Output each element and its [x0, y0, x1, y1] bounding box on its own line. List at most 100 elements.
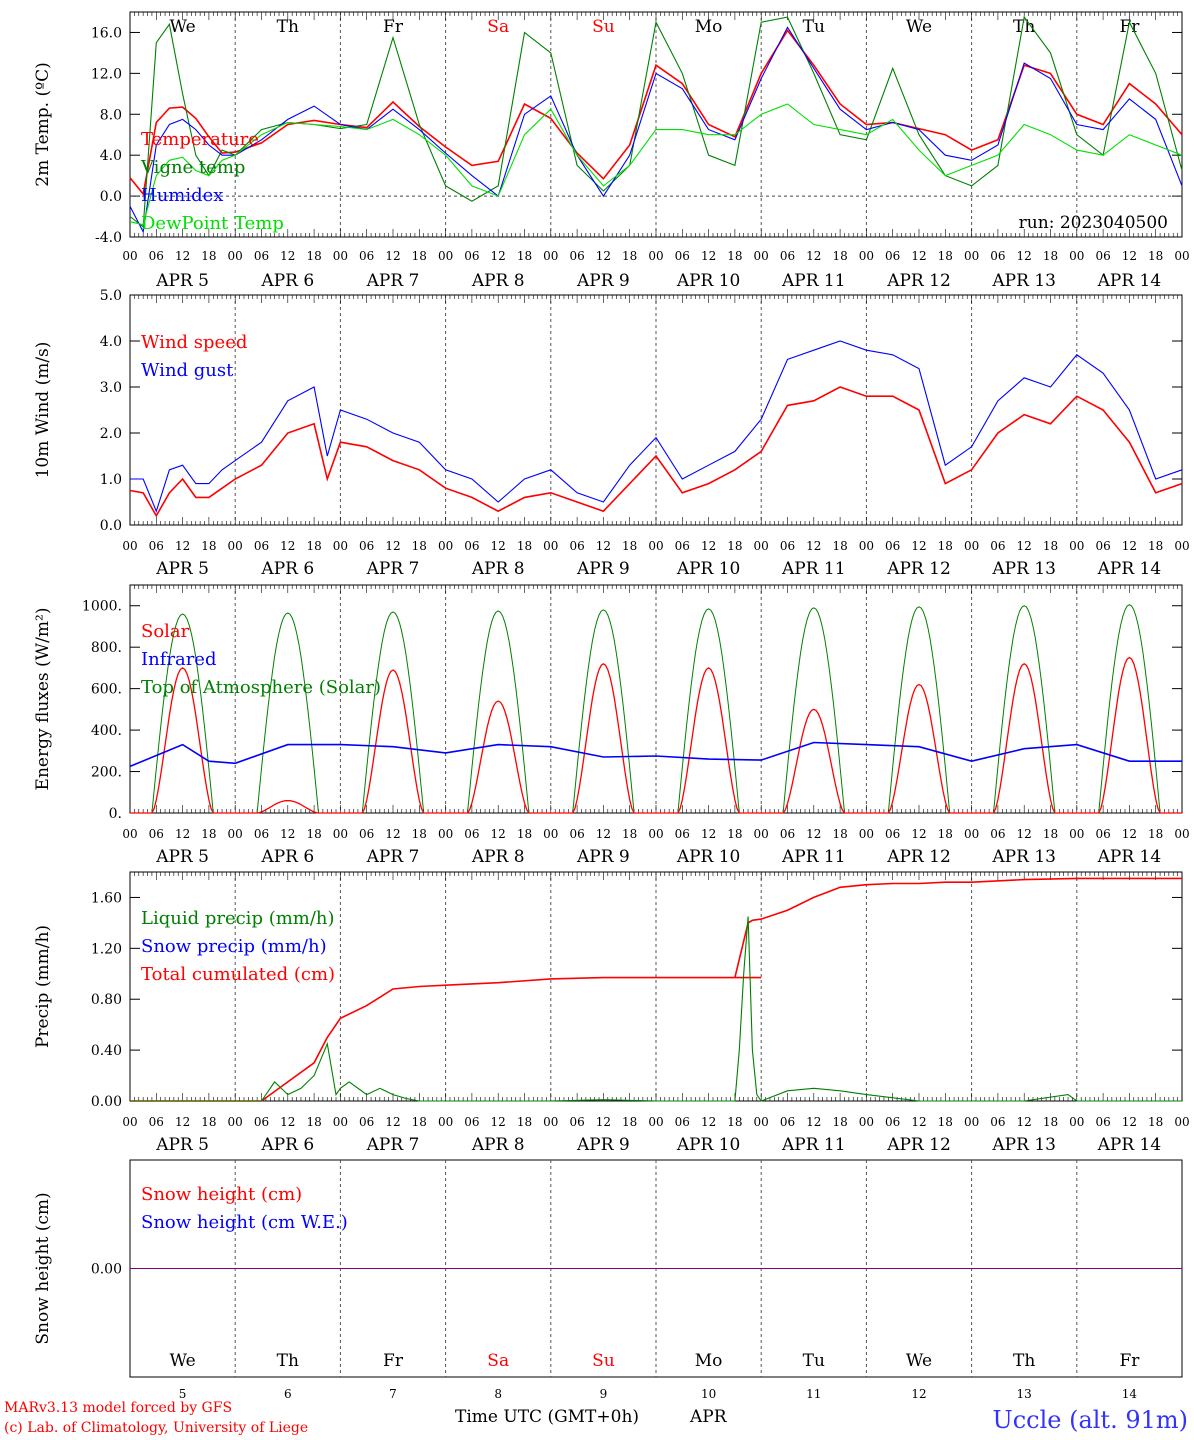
y-tick-label: 0.0	[100, 518, 122, 534]
hour-label: 00	[1174, 827, 1189, 841]
date-label: APR 6	[260, 1135, 314, 1155]
y-tick-label: 0.00	[91, 1262, 122, 1278]
hour-label: 06	[885, 539, 900, 553]
y-tick-label: 4.0	[100, 334, 122, 350]
date-label: APR 11	[781, 1135, 846, 1155]
hour-label: 06	[149, 1115, 164, 1129]
date-label: 9	[600, 1387, 608, 1401]
y-axis-title: Precip (mm/h)	[33, 925, 53, 1048]
hour-label: 06	[990, 249, 1005, 263]
date-label: APR 14	[1097, 847, 1162, 867]
hour-label: 06	[990, 539, 1005, 553]
y-tick-label: 1.0	[100, 472, 122, 488]
date-label: APR 14	[1097, 559, 1162, 579]
hour-label: 18	[306, 539, 321, 553]
hour-label: 06	[359, 249, 374, 263]
lab-credit: (c) Lab. of Climatology, University of L…	[4, 1420, 308, 1436]
day-name: Fr	[1119, 1351, 1140, 1371]
series-temperature	[129, 28, 1183, 196]
day-name: Fr	[383, 1351, 404, 1371]
hour-label: 00	[859, 249, 874, 263]
hour-label: 12	[911, 249, 926, 263]
hour-label: 06	[885, 249, 900, 263]
hour-label: 12	[911, 1115, 926, 1129]
hour-label: 18	[622, 827, 637, 841]
legend-entry: Snow height (cm W.E.)	[141, 1212, 348, 1233]
hour-label: 00	[543, 539, 558, 553]
date-label: APR 5	[155, 271, 209, 291]
hour-label: 12	[1017, 539, 1032, 553]
hour-label: 18	[306, 1115, 321, 1129]
date-label: APR 10	[676, 559, 741, 579]
hour-label: 06	[569, 827, 584, 841]
hour-label: 12	[1017, 249, 1032, 263]
hour-label: 18	[412, 539, 427, 553]
date-label: 5	[179, 1387, 187, 1401]
hour-label: 18	[1043, 249, 1058, 263]
hour-label: 00	[438, 539, 453, 553]
hour-label: 18	[1043, 827, 1058, 841]
hour-label: 00	[648, 539, 663, 553]
hour-label: 12	[1122, 827, 1137, 841]
hour-label: 00	[438, 827, 453, 841]
hour-label: 00	[754, 1115, 769, 1129]
day-name: Fr	[1119, 17, 1140, 37]
legend-entry: Temperature	[141, 129, 259, 150]
date-label: APR 13	[991, 271, 1056, 291]
hour-label: 12	[280, 827, 295, 841]
hour-label: 00	[648, 1115, 663, 1129]
hour-label: 18	[517, 1115, 532, 1129]
day-name: Th	[1013, 1351, 1035, 1371]
hour-label: 06	[780, 1115, 795, 1129]
hour-label: 12	[806, 249, 821, 263]
hour-label: 06	[780, 827, 795, 841]
hour-label: 18	[1148, 1115, 1163, 1129]
time-axis-title: Time UTC (GMT+0h)	[455, 1407, 639, 1427]
date-label: APR 9	[576, 271, 630, 291]
panel-precip: 0.00 0.40 0.80 1.20 1.60 Precip (mm/h) 00 06 12 1…	[33, 871, 1190, 1155]
date-label: APR 14	[1097, 271, 1162, 291]
hour-label: 18	[832, 539, 847, 553]
hour-label: 12	[491, 827, 506, 841]
hour-label: 00	[333, 249, 348, 263]
hour-label: 00	[122, 539, 137, 553]
hour-label: 12	[491, 249, 506, 263]
hour-label: 06	[780, 249, 795, 263]
date-label: 6	[284, 1387, 292, 1401]
series-total-cumulated-cm-	[130, 877, 1182, 1102]
date-label: APR 10	[676, 271, 741, 291]
hour-label: 12	[175, 539, 190, 553]
hour-label: 12	[175, 1115, 190, 1129]
y-tick-label: -4.0	[95, 230, 122, 246]
hour-label: 06	[675, 539, 690, 553]
hour-label: 06	[464, 539, 479, 553]
series-solar	[130, 656, 1182, 814]
hour-label: 12	[1122, 539, 1137, 553]
date-label: APR 13	[991, 1135, 1056, 1155]
hour-label: 18	[832, 827, 847, 841]
hour-label: 18	[201, 249, 216, 263]
y-tick-label: 0.	[109, 806, 122, 822]
date-label: 10	[701, 1387, 716, 1401]
hour-label: 12	[385, 249, 400, 263]
series-dewpoint-temp	[129, 103, 1183, 226]
hour-label: 18	[517, 539, 532, 553]
legend-entry: Solar	[141, 621, 190, 642]
hour-label: 06	[1095, 249, 1110, 263]
hour-label: 06	[569, 539, 584, 553]
date-label: APR 13	[991, 559, 1056, 579]
hour-label: 00	[964, 249, 979, 263]
hour-label: 06	[359, 1115, 374, 1129]
hour-label: 18	[412, 249, 427, 263]
hour-label: 00	[543, 1115, 558, 1129]
hour-label: 00	[754, 827, 769, 841]
hour-label: 18	[938, 827, 953, 841]
hour-label: 00	[1069, 1115, 1084, 1129]
hour-label: 12	[280, 1115, 295, 1129]
date-label: APR 7	[366, 271, 420, 291]
legend-entry: DewPoint Temp	[141, 213, 284, 234]
hour-label: 18	[517, 827, 532, 841]
hour-label: 00	[648, 249, 663, 263]
hour-label: 12	[806, 827, 821, 841]
hour-label: 06	[780, 539, 795, 553]
